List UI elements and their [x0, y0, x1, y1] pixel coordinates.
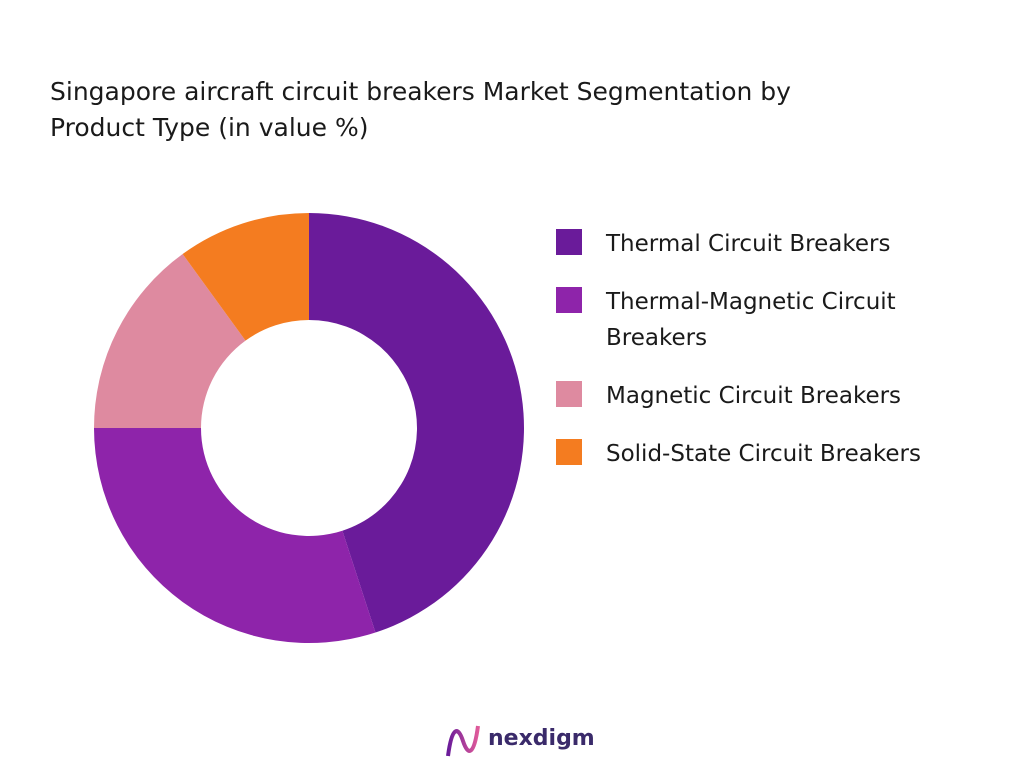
legend-swatch [556, 287, 582, 313]
legend-item: Solid-State Circuit Breakers [556, 436, 1006, 472]
donut-slice [94, 254, 246, 428]
donut-slice [94, 428, 376, 644]
logo-wave [446, 725, 480, 757]
legend-label: Magnetic Circuit Breakers [606, 383, 902, 409]
legend-swatch [556, 229, 582, 255]
brand-logo [446, 725, 480, 757]
legend-item: Magnetic Circuit Breakers [556, 378, 1006, 414]
donut-slice [182, 213, 309, 341]
donut-slice [309, 212, 525, 633]
legend-label: Solid-State Circuit Breakers [606, 441, 921, 467]
legend-item: Thermal-Magnetic Circuit Breakers [556, 284, 1006, 356]
chart [94, 212, 525, 644]
legend-swatch [556, 381, 582, 407]
brand-name: nexdigm [488, 726, 595, 751]
legend: Thermal Circuit Breakers Thermal-Magnetic… [556, 226, 1006, 494]
legend-label: Thermal-Magnetic Circuit Breakers [606, 289, 896, 351]
legend-item: Thermal Circuit Breakers [556, 226, 1006, 262]
legend-label: Thermal Circuit Breakers [606, 231, 891, 257]
legend-swatch [556, 439, 582, 465]
chart-title: Singapore aircraft circuit breakers Mark… [50, 77, 791, 142]
